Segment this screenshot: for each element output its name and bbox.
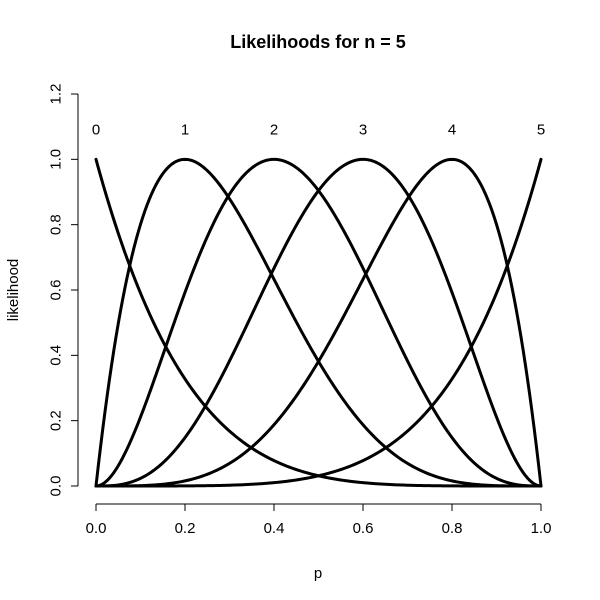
y-tick-label: 0.6 (48, 280, 65, 301)
likelihood-curve-k1 (94, 157, 543, 488)
likelihood-curve-k4 (94, 157, 543, 488)
x-tick-label: 0.0 (86, 520, 107, 537)
curve-label-k4: 4 (448, 121, 456, 138)
likelihood-curve-k0 (94, 157, 543, 488)
chart-title: Likelihoods for n = 5 (230, 32, 406, 52)
x-tick-label: 0.2 (175, 520, 196, 537)
x-axis-label: p (314, 565, 322, 582)
curve-label-k2: 2 (270, 121, 278, 138)
x-tick-label: 0.4 (264, 520, 285, 537)
y-tick-label: 0.2 (48, 410, 65, 431)
curve-label-k0: 0 (92, 121, 100, 138)
curve-label-k1: 1 (181, 121, 189, 138)
likelihood-curve-k5 (94, 157, 543, 488)
x-axis: 0.0 0.2 0.4 0.6 0.8 1.0 (86, 503, 552, 537)
curve-labels: 0 1 2 3 4 5 (92, 121, 545, 138)
x-tick-label: 0.8 (442, 520, 463, 537)
y-axis: 0.0 0.2 0.4 0.6 0.8 1.0 1.2 (48, 84, 79, 497)
x-tick-label: 1.0 (531, 520, 552, 537)
y-tick-label: 1.2 (48, 84, 65, 105)
y-tick-label: 1.0 (48, 149, 65, 170)
y-tick-label: 0.8 (48, 214, 65, 235)
curve-label-k5: 5 (537, 121, 545, 138)
likelihood-curves (94, 157, 543, 488)
curve-label-k3: 3 (359, 121, 367, 138)
likelihood-curve-k3 (94, 157, 543, 488)
y-axis-label: likelihood (5, 259, 22, 322)
likelihood-curve-k2 (94, 157, 543, 488)
y-tick-label: 0.0 (48, 476, 65, 497)
x-tick-label: 0.6 (353, 520, 374, 537)
y-tick-label: 0.4 (48, 345, 65, 366)
